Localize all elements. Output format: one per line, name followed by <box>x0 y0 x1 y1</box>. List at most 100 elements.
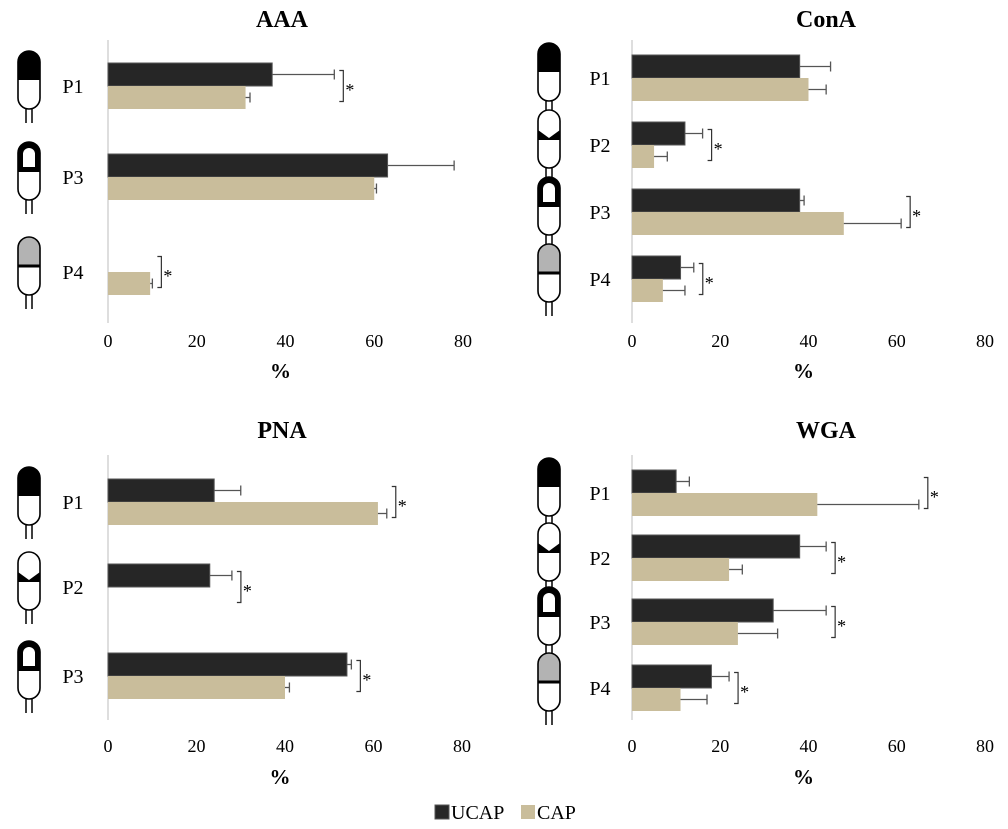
x-tick-label: 80 <box>453 736 471 756</box>
x-tick-label: 20 <box>188 736 206 756</box>
category-label: P2 <box>589 135 610 157</box>
x-tick-label: 0 <box>104 331 113 351</box>
bar-cap <box>108 177 375 200</box>
significance-bracket <box>923 476 929 510</box>
band-cell-icon <box>17 551 41 624</box>
bar-ucap <box>107 153 389 178</box>
cell-outline <box>17 466 41 526</box>
bar-cap <box>632 558 730 581</box>
bar-cap <box>632 622 738 645</box>
significance-bracket <box>157 255 162 289</box>
x-tick-label: 80 <box>454 331 472 351</box>
x-tick-label: 80 <box>976 331 994 351</box>
x-tick-label: 40 <box>800 736 818 756</box>
x-tick-label: 60 <box>888 736 906 756</box>
significance-bracket <box>391 485 397 519</box>
significance-star: * <box>362 670 371 690</box>
x-axis-label: % <box>793 359 814 383</box>
x-tick-label: 0 <box>628 736 637 756</box>
chart-title: PNA <box>257 418 307 444</box>
gray-cell-icon <box>537 243 561 316</box>
ring-cell-icon <box>537 176 561 249</box>
category-label: P1 <box>62 492 83 514</box>
cell-outline <box>17 640 41 700</box>
x-tick-label: 60 <box>365 736 383 756</box>
significance-star: * <box>740 682 749 702</box>
bar-ucap <box>107 478 215 503</box>
chart-title: WGA <box>796 418 857 444</box>
cell-band <box>538 130 560 140</box>
category-label: P2 <box>62 577 83 599</box>
chart-title: ConA <box>796 7 857 33</box>
band-cell-icon <box>537 522 561 595</box>
significance-star: * <box>837 552 846 572</box>
bar-cap <box>108 502 378 525</box>
cell-ring-hole <box>543 183 555 202</box>
significance-bracket <box>698 262 704 296</box>
significance-bracket <box>906 195 911 229</box>
chart-panel-aaa: AAA 0 20 40 60 80% P1 * P3 P4 * <box>17 7 472 383</box>
cell-outline <box>17 50 41 110</box>
significance-star: * <box>398 496 407 516</box>
x-tick-label: 60 <box>888 331 906 351</box>
chart-panel-cona: ConA 0 20 40 60 80% P1 P2 * P3 * P4 * <box>537 7 994 383</box>
significance-bracket <box>707 128 713 162</box>
bar-cap <box>632 493 818 516</box>
x-axis-label: % <box>793 765 814 789</box>
significance-bracket <box>236 570 242 604</box>
gray-cell-icon <box>17 236 41 309</box>
bar-ucap <box>631 598 774 623</box>
significance-star: * <box>163 266 172 286</box>
x-tick-label: 40 <box>277 331 295 351</box>
category-label: P4 <box>589 269 610 291</box>
gray-cell-icon <box>537 652 561 725</box>
bar-ucap <box>631 121 686 146</box>
chart-panel-pna: PNA 0 20 40 60 80% P1 * P2 * P3 * <box>17 418 471 789</box>
significance-bracket <box>734 671 739 705</box>
category-label: P3 <box>589 612 610 634</box>
top-filled-cell-icon <box>17 50 41 123</box>
x-tick-label: 0 <box>628 331 637 351</box>
chart-title: AAA <box>256 7 309 33</box>
x-axis-label: % <box>270 359 291 383</box>
cell-outline <box>537 652 561 712</box>
bar-ucap <box>107 62 273 87</box>
cell-outline <box>17 141 41 201</box>
significance-star: * <box>930 487 939 507</box>
cell-outline <box>537 457 561 517</box>
cell-band <box>18 572 40 582</box>
x-tick-label: 60 <box>365 331 383 351</box>
top-filled-cell-icon <box>537 457 561 530</box>
cell-ring-hole <box>23 647 35 666</box>
legend-swatch-cap <box>521 805 535 819</box>
category-label: P1 <box>62 76 83 98</box>
x-tick-label: 40 <box>276 736 294 756</box>
cell-fill <box>18 51 40 80</box>
bar-ucap <box>631 534 801 559</box>
bar-cap <box>108 676 285 699</box>
category-label: P1 <box>589 68 610 90</box>
bar-cap <box>108 272 151 295</box>
ring-cell-icon <box>17 640 41 713</box>
ring-cell-icon <box>537 586 561 659</box>
x-tick-label: 20 <box>711 331 729 351</box>
cell-band <box>538 543 560 553</box>
x-tick-label: 20 <box>188 331 206 351</box>
top-filled-cell-icon <box>537 42 561 115</box>
bar-cap <box>108 86 246 109</box>
cell-outline <box>537 176 561 236</box>
significance-star: * <box>243 581 252 601</box>
category-label: P3 <box>62 666 83 688</box>
legend-label-cap: CAP <box>537 802 576 824</box>
cell-fill <box>538 653 560 682</box>
top-filled-cell-icon <box>17 466 41 539</box>
bar-ucap <box>631 188 801 213</box>
x-tick-label: 40 <box>800 331 818 351</box>
significance-bracket <box>339 69 344 103</box>
cell-outline <box>17 551 41 611</box>
bar-ucap <box>107 652 348 677</box>
significance-star: * <box>345 80 354 100</box>
significance-bracket <box>831 541 836 575</box>
x-axis-label: % <box>270 765 291 789</box>
